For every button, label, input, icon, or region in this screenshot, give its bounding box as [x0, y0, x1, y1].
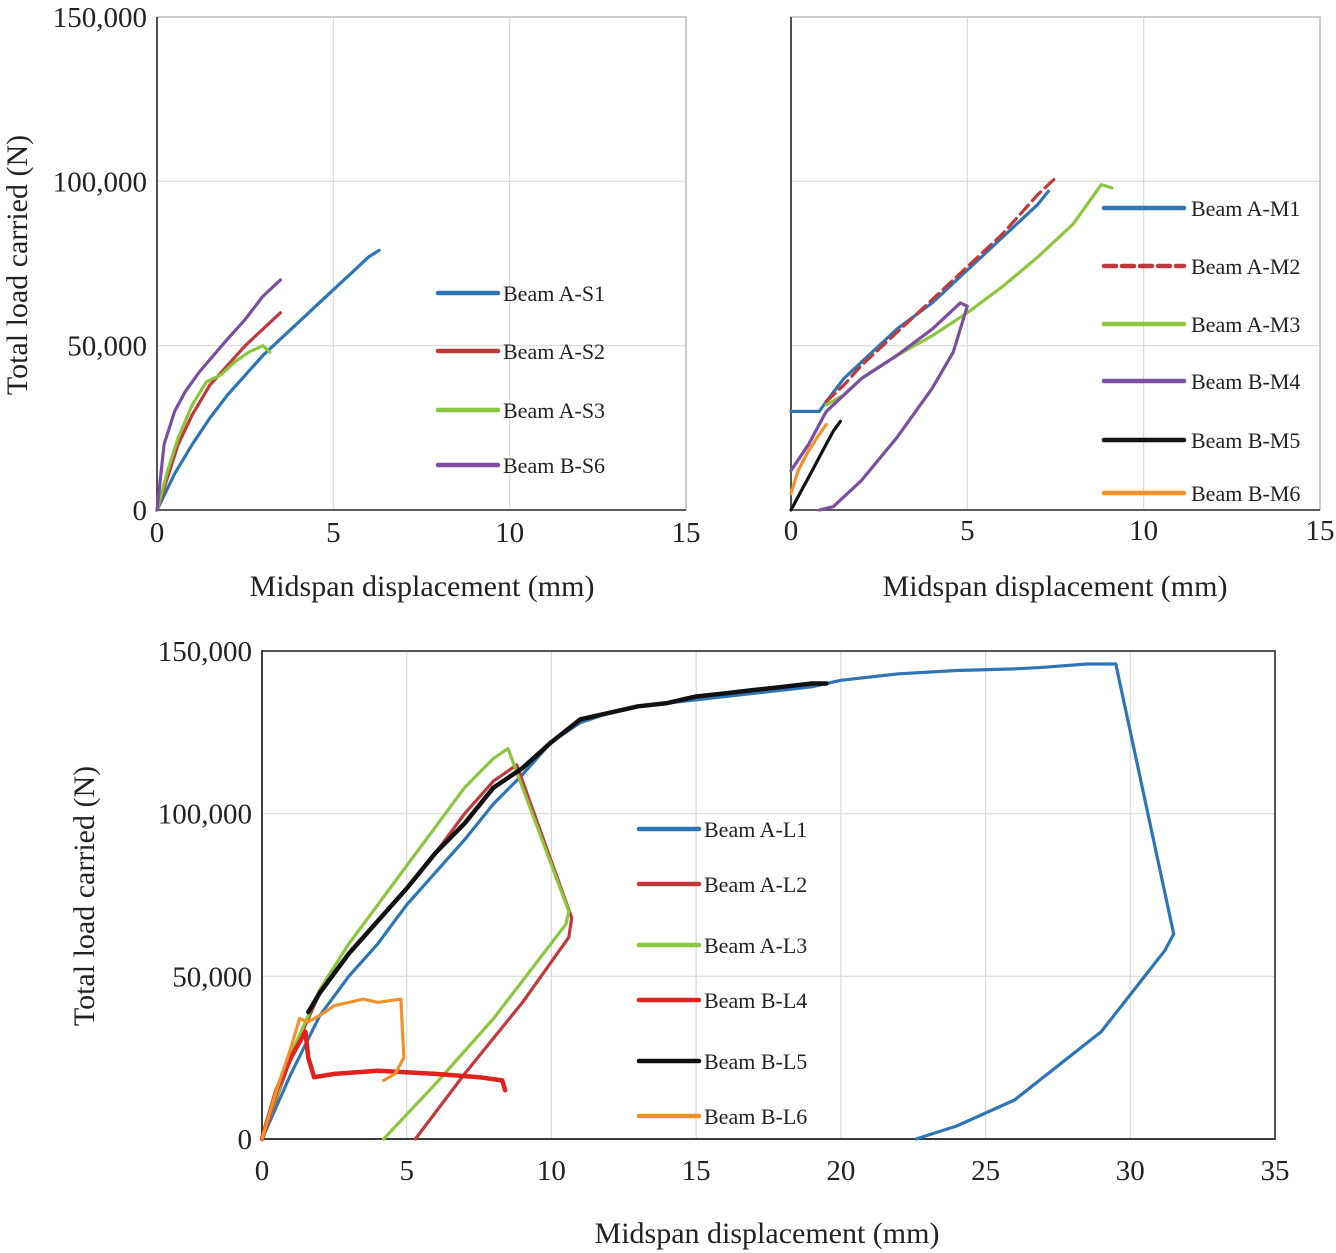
legend-label: Beam A-L2: [704, 872, 807, 897]
series-line-beam-a-m2: [824, 176, 1058, 404]
x-tick-label: 0: [255, 1155, 270, 1187]
series-line-beam-b-m6: [789, 422, 828, 496]
x-tick-label: 15: [672, 517, 701, 549]
series-line-beam-b-s6: [155, 278, 282, 512]
series-line-beam-b-m5: [789, 419, 843, 512]
legend-label: Beam A-L3: [704, 933, 807, 958]
x-axis-label: Midspan displacement (mm): [883, 570, 1228, 603]
y-tick-label: 100,000: [53, 166, 147, 198]
legend-label: Beam A-M3: [1191, 312, 1300, 337]
series-line-beam-a-m1: [789, 189, 1051, 413]
legend: Beam A-S1 Beam A-S2 Beam A-S3 Beam B-S6: [435, 281, 605, 478]
x-tick-label: 20: [826, 1155, 855, 1187]
legend-label: Beam B-L4: [704, 988, 807, 1013]
x-tick-label: 10: [537, 1155, 566, 1187]
grid: [261, 650, 1276, 1140]
legend-label: Beam A-S1: [503, 281, 605, 306]
tick-labels: 0 5 10 15 0 50,000 100,000 150,000: [53, 2, 701, 549]
legend-label: Beam B-L5: [704, 1049, 807, 1074]
y-axis-label: Total load carried (N): [68, 766, 101, 1026]
grid: [156, 16, 687, 511]
plot-frame: [156, 16, 687, 511]
y-tick-label: 150,000: [53, 2, 147, 34]
chart-panel-medium: 0 5 10 15 Midspan displacement (mm) Beam A-…: [784, 16, 1335, 603]
x-tick-label: 5: [960, 515, 975, 547]
legend-label: Beam A-L1: [704, 817, 807, 842]
x-tick-label: 10: [495, 517, 524, 549]
legend-label: Beam A-S3: [503, 398, 605, 423]
x-tick-label: 35: [1261, 1155, 1290, 1187]
series-line-beam-b-l4: [259, 1029, 508, 1142]
series-line-beam-a-l3: [260, 746, 571, 1141]
x-axis-label: Midspan displacement (mm): [595, 1217, 940, 1250]
x-tick-label: 10: [1129, 515, 1158, 547]
x-axis-label: Midspan displacement (mm): [250, 570, 595, 603]
x-tick-label: 0: [784, 515, 799, 547]
series-line-beam-a-l2: [260, 763, 574, 1141]
series-line-beam-b-l5: [306, 681, 829, 1015]
legend-label: Beam B-M4: [1191, 369, 1300, 394]
legend-label: Beam B-M5: [1191, 428, 1300, 453]
x-tick-label: 15: [682, 1155, 711, 1187]
legend-label: Beam A-S2: [503, 339, 605, 364]
legend-label: Beam B-M6: [1191, 481, 1300, 506]
x-tick-label: 30: [1116, 1155, 1145, 1187]
legend-label: Beam B-L6: [704, 1104, 807, 1129]
series-layer: [789, 176, 1114, 512]
y-tick-label: 150,000: [158, 636, 252, 668]
legend: Beam A-L1 Beam A-L2 Beam A-L3 Beam B-L4 Beam…: [636, 817, 807, 1129]
y-tick-label: 100,000: [158, 799, 252, 831]
chart-panel-large: 0 5 10 15 20 25 30 35 0 50,000 100,000 150,000 Mids…: [68, 636, 1290, 1250]
series-layer: [155, 248, 381, 512]
x-tick-label: 5: [326, 517, 341, 549]
series-line-beam-a-l1: [260, 662, 1176, 1141]
x-tick-label: 0: [150, 517, 165, 549]
legend-label: Beam B-S6: [503, 453, 605, 478]
series-line-beam-b-m4: [789, 301, 969, 512]
y-tick-label: 50,000: [172, 961, 252, 993]
tick-labels: 0 5 10 15 20 25 30 35 0 50,000 100,000 150,000: [158, 636, 1290, 1187]
series-layer: [259, 662, 1176, 1142]
x-tick-label: 5: [399, 1155, 414, 1187]
series-line-beam-a-s3: [155, 344, 272, 512]
series-line-beam-a-s2: [155, 311, 282, 512]
y-tick-label: 50,000: [67, 331, 147, 363]
tick-labels: 0 5 10 15: [784, 515, 1335, 547]
x-tick-label: 15: [1306, 515, 1335, 547]
legend: Beam A-M1 Beam A-M2 Beam A-M3 Beam B-M4 Beam…: [1101, 196, 1300, 506]
grid: [790, 16, 1321, 511]
legend-label: Beam A-M1: [1191, 196, 1300, 221]
series-line-beam-a-s1: [155, 248, 381, 512]
y-axis-label: Total load carried (N): [1, 135, 34, 395]
chart-panel-small: 0 5 10 15 0 50,000 100,000 150,000 Midspan disp…: [1, 2, 701, 603]
legend-label: Beam A-M2: [1191, 254, 1300, 279]
y-tick-label: 0: [133, 495, 148, 527]
x-tick-label: 25: [971, 1155, 1000, 1187]
series-line-beam-b-l6: [260, 997, 406, 1141]
y-tick-label: 0: [238, 1124, 253, 1156]
